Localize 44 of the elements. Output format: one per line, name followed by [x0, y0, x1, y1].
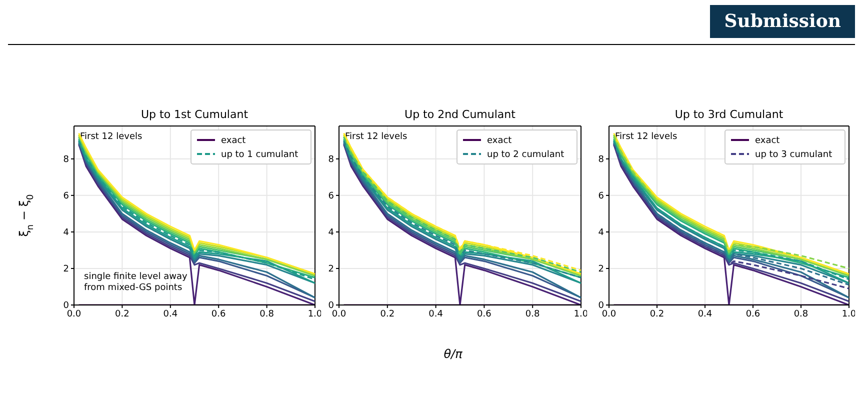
y-tick-label: 4 — [63, 228, 70, 238]
y-tick-label: 4 — [598, 228, 604, 238]
x-tick-label: 0.0 — [602, 309, 616, 320]
x-tick-label: 0.6 — [746, 309, 760, 320]
x-tick-label: 0.8 — [794, 309, 808, 320]
y-tick-label: 8 — [598, 155, 604, 166]
y-tick-label: 6 — [63, 192, 70, 202]
legend-label: up to 2 cumulant — [487, 150, 565, 160]
y-tick-label: 0 — [598, 301, 604, 312]
y-tick-label: 6 — [598, 192, 604, 202]
y-tick-label: 6 — [328, 192, 334, 202]
legend-label: up to 3 cumulant — [755, 150, 833, 160]
x-tick-label: 0.4 — [698, 309, 712, 320]
chart-title: Up to 3rd Cumulant — [674, 108, 784, 121]
y-tick-label: 2 — [328, 264, 334, 275]
y-tick-label: 2 — [598, 264, 604, 275]
y-tick-label: 2 — [63, 264, 69, 275]
x-tick-label: 0.0 — [66, 309, 82, 320]
chart-title: Up to 1st Cumulant — [140, 108, 249, 121]
x-tick-label: 0.8 — [260, 309, 274, 320]
y-tick-label: 0 — [63, 301, 70, 312]
annotation: First 12 levels — [615, 132, 678, 142]
y-tick-label: 8 — [328, 155, 334, 166]
chart-title: Up to 2nd Cumulant — [404, 108, 516, 121]
x-tick-label: 0.6 — [211, 309, 226, 320]
legend-label: exact — [755, 136, 780, 146]
legend-label: exact — [487, 136, 512, 146]
x-tick-label: 0.4 — [428, 309, 444, 320]
x-tick-label: 0.2 — [650, 309, 664, 320]
annotation: First 12 levels — [80, 132, 143, 142]
y-tick-label: 0 — [328, 301, 334, 312]
legend-label: exact — [221, 136, 246, 146]
y-tick-label: 4 — [328, 228, 334, 238]
y-tick-label: 8 — [63, 155, 70, 166]
x-tick-label: 0.0 — [332, 309, 346, 320]
legend-label: up to 1 cumulant — [221, 150, 299, 160]
x-tick-label: 0.8 — [525, 309, 540, 320]
annotation: single finite level away from mixed-GS points — [84, 272, 188, 293]
x-tick-label: 0.2 — [115, 309, 130, 320]
x-tick-label: 0.6 — [477, 309, 492, 320]
text: Submission — [710, 5, 855, 38]
x-axis-title: θ/π — [442, 347, 464, 361]
x-tick-label: 0.4 — [163, 309, 178, 320]
x-tick-label: 0.2 — [380, 309, 395, 320]
